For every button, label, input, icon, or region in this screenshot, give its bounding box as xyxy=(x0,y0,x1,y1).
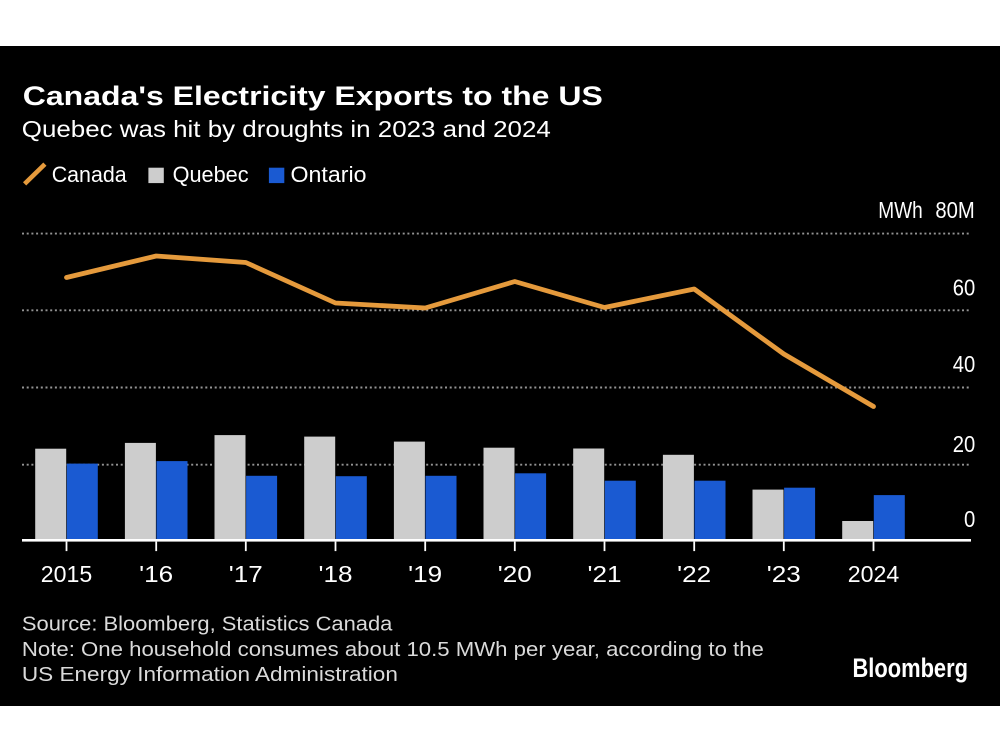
svg-text:0: 0 xyxy=(964,506,975,532)
svg-text:'21: '21 xyxy=(588,561,622,587)
svg-text:Quebec: Quebec xyxy=(173,162,249,187)
svg-text:'18: '18 xyxy=(319,561,353,587)
svg-text:Bloomberg: Bloomberg xyxy=(853,653,969,683)
svg-text:Source: Bloomberg, Statistics: Source: Bloomberg, Statistics Canada xyxy=(22,613,393,636)
svg-text:'19: '19 xyxy=(408,561,442,587)
svg-text:80M: 80M xyxy=(935,197,974,223)
svg-text:US Energy Information Administ: US Energy Information Administration xyxy=(22,663,398,686)
svg-text:'20: '20 xyxy=(498,561,532,587)
svg-text:MWh: MWh xyxy=(878,197,923,223)
svg-text:20: 20 xyxy=(953,431,976,457)
svg-text:60: 60 xyxy=(953,275,976,301)
svg-text:Canada's Electricity Exports t: Canada's Electricity Exports to the US xyxy=(23,81,603,111)
svg-text:'17: '17 xyxy=(229,561,263,587)
svg-text:Ontario: Ontario xyxy=(291,162,367,187)
svg-text:'23: '23 xyxy=(767,561,801,587)
svg-text:40: 40 xyxy=(953,351,976,377)
svg-text:'22: '22 xyxy=(677,561,711,587)
svg-text:2024: 2024 xyxy=(848,561,900,587)
svg-text:Note: One household consumes a: Note: One household consumes about 10.5 … xyxy=(22,638,764,661)
svg-text:Quebec was hit by droughts in: Quebec was hit by droughts in 2023 and 2… xyxy=(22,116,551,142)
svg-text:2015: 2015 xyxy=(41,561,93,587)
svg-text:'16: '16 xyxy=(139,561,173,587)
svg-text:Canada: Canada xyxy=(52,162,127,187)
